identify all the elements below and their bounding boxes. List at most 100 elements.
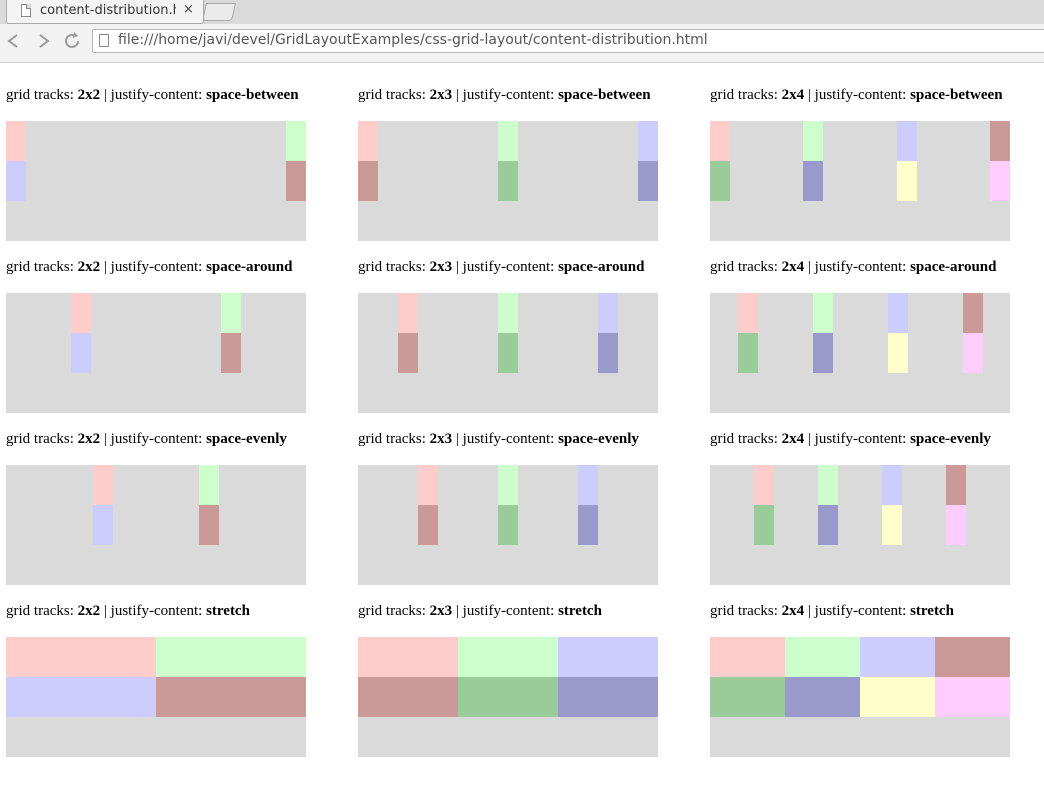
navigation-bar: file:///home/javi/devel/GridLayoutExampl… (0, 24, 1044, 62)
grid-item (578, 465, 598, 505)
tracks-value: 2x4 (781, 603, 805, 619)
label-prefix: grid tracks: (710, 603, 778, 619)
grid-item (803, 121, 824, 161)
back-arrow-icon (7, 34, 18, 48)
grid-container (358, 465, 658, 585)
grid-item (71, 333, 91, 373)
grid-item (199, 465, 220, 505)
grid-item (818, 465, 838, 505)
tracks-value: 2x3 (429, 431, 453, 447)
label-prefix: grid tracks: (6, 259, 74, 275)
grid-container (6, 465, 306, 585)
grid-container (710, 293, 1010, 413)
grid-item (754, 505, 774, 545)
label-separator: | justify-content: (455, 259, 555, 275)
grid-item (358, 161, 378, 201)
label-separator: | justify-content: (807, 87, 907, 103)
grid-container (358, 293, 658, 413)
tracks-value: 2x4 (781, 87, 805, 103)
grid-item (935, 637, 1010, 677)
grid-container (710, 121, 1010, 241)
grid-item (818, 505, 838, 545)
grid-item (398, 333, 418, 373)
demo-label: grid tracks: 2x3 | justify-content: spac… (358, 86, 651, 104)
label-prefix: grid tracks: (710, 431, 778, 447)
grid-item (6, 161, 26, 201)
address-bar[interactable]: file:///home/javi/devel/GridLayoutExampl… (92, 29, 1044, 53)
grid-item (398, 293, 418, 333)
grid-item (286, 161, 306, 201)
grid-item (558, 677, 658, 717)
grid-item (598, 333, 618, 373)
grid-item (962, 333, 983, 373)
grid-item (498, 293, 518, 333)
justify-value: stretch (206, 603, 250, 619)
grid-item (286, 121, 306, 161)
grid-item (946, 465, 966, 505)
label-prefix: grid tracks: (358, 431, 426, 447)
grid-item (221, 293, 241, 333)
tracks-value: 2x2 (77, 431, 101, 447)
grid-item (860, 677, 935, 717)
close-icon[interactable]: × (183, 2, 194, 17)
grid-item (498, 121, 518, 161)
justify-value: space-between (558, 87, 651, 103)
grid-item (92, 465, 113, 505)
justify-value: space-between (910, 87, 1003, 103)
forward-button[interactable] (32, 30, 54, 52)
grid-item (458, 677, 558, 717)
reload-button[interactable] (61, 30, 83, 52)
grid-item (887, 333, 908, 373)
grid-item (737, 293, 758, 333)
tab-title: content-distribution.html (40, 3, 176, 18)
label-prefix: grid tracks: (358, 603, 426, 619)
forward-arrow-icon (39, 34, 50, 48)
grid-item (882, 505, 902, 545)
grid-item (710, 677, 785, 717)
grid-item (156, 677, 306, 717)
label-prefix: grid tracks: (710, 87, 778, 103)
page-icon (99, 34, 109, 47)
label-separator: | justify-content: (455, 603, 555, 619)
grid-container (710, 465, 1010, 585)
grid-item (358, 637, 458, 677)
grid-item (6, 677, 156, 717)
label-separator: | justify-content: (103, 603, 203, 619)
label-prefix: grid tracks: (6, 603, 74, 619)
url-text[interactable]: file:///home/javi/devel/GridLayoutExampl… (118, 32, 708, 48)
label-separator: | justify-content: (807, 259, 907, 275)
grid-item (989, 161, 1010, 201)
label-separator: | justify-content: (807, 431, 907, 447)
new-tab-button[interactable] (202, 3, 236, 21)
grid-item (221, 333, 241, 373)
grid-item (6, 637, 156, 677)
reload-icon (65, 32, 79, 48)
grid-item (935, 677, 1010, 717)
label-prefix: grid tracks: (710, 259, 778, 275)
back-button[interactable] (3, 30, 25, 52)
grid-item (498, 465, 518, 505)
label-separator: | justify-content: (455, 431, 555, 447)
grid-item (812, 293, 833, 333)
grid-item (710, 637, 785, 677)
grid-item (737, 333, 758, 373)
justify-value: space-between (206, 87, 299, 103)
grid-container (6, 637, 306, 757)
justify-value: space-around (558, 259, 645, 275)
grid-item (638, 161, 658, 201)
grid-item (578, 505, 598, 545)
grid-container (358, 121, 658, 241)
grid-item (199, 505, 220, 545)
grid-item (887, 293, 908, 333)
demo-label: grid tracks: 2x2 | justify-content: spac… (6, 258, 292, 276)
demo-label: grid tracks: 2x4 | justify-content: spac… (710, 430, 991, 448)
demo-label: grid tracks: 2x3 | justify-content: spac… (358, 430, 639, 448)
justify-value: space-around (206, 259, 293, 275)
demo-label: grid tracks: 2x2 | justify-content: spac… (6, 430, 287, 448)
tab-content-distribution[interactable]: content-distribution.html × (6, 0, 204, 24)
grid-item (498, 161, 518, 201)
grid-item (754, 465, 774, 505)
label-separator: | justify-content: (455, 87, 555, 103)
grid-item (882, 465, 902, 505)
label-prefix: grid tracks: (6, 431, 74, 447)
